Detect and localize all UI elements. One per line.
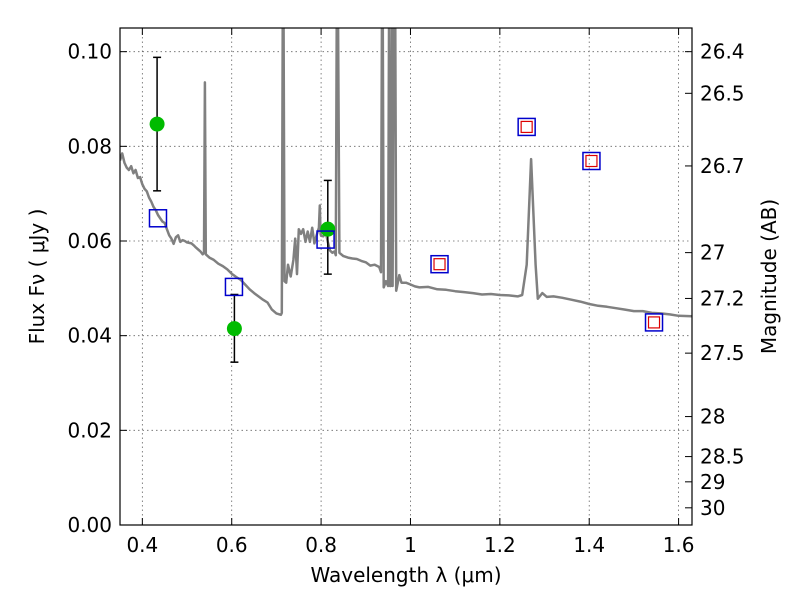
right-tick-label: 28 xyxy=(700,405,725,429)
x-tick-label: 0.6 xyxy=(216,533,248,557)
grid-lines xyxy=(120,28,692,526)
observed-point xyxy=(320,221,336,237)
x-tick-label: 0.8 xyxy=(305,533,337,557)
model-point xyxy=(224,277,244,297)
model-point-inner xyxy=(647,316,661,329)
model-point-inner xyxy=(520,120,533,134)
observed-point xyxy=(226,321,242,337)
y-tick-label: 0.04 xyxy=(67,324,112,348)
model-point xyxy=(148,209,168,228)
spectrum-line xyxy=(120,28,692,318)
x-tick-label: 1.6 xyxy=(663,533,695,557)
right-tick-label: 27 xyxy=(700,241,725,265)
data-points xyxy=(149,116,336,337)
plot-frame xyxy=(119,27,693,526)
spectrum-series xyxy=(120,28,692,318)
observed-point xyxy=(149,116,165,132)
model-point-inner xyxy=(433,258,446,271)
right-tick-label: 30 xyxy=(700,496,725,520)
x-tick-label: 1.4 xyxy=(573,533,605,557)
y-axis-label: Flux Fν ( μJy ) xyxy=(25,209,49,345)
axis-ticks: 0.4 0.6 0.8 1 1.2 1.4 1.6 0.00 0.02 0.04 0.06 0.08 0… xyxy=(67,28,745,557)
y-tick-label: 0.06 xyxy=(67,229,112,253)
x-axis-label: Wavelength λ (μm) xyxy=(310,563,501,587)
y-tick-label: 0.00 xyxy=(67,513,112,537)
model-point xyxy=(517,117,536,137)
x-tick-label: 1 xyxy=(404,533,417,557)
model-point xyxy=(644,313,664,332)
model-point-inner xyxy=(585,154,598,168)
x-tick-label: 1.2 xyxy=(484,533,516,557)
x-tick-label: 0.4 xyxy=(126,533,158,557)
right-axis-label: Magnitude (AB) xyxy=(757,199,781,354)
right-tick-label: 28.5 xyxy=(700,445,745,469)
right-tick-label: 27.2 xyxy=(700,286,745,310)
right-tick-label: 26.7 xyxy=(700,154,745,178)
error-bars xyxy=(153,56,332,363)
right-tick-label: 27.5 xyxy=(700,341,745,365)
y-tick-label: 0.10 xyxy=(67,40,112,64)
right-tick-label: 26.5 xyxy=(700,81,745,105)
y-tick-label: 0.02 xyxy=(67,418,112,442)
y-tick-label: 0.08 xyxy=(67,134,112,158)
model-point xyxy=(582,151,601,171)
model-points xyxy=(148,117,664,332)
right-tick-label: 29 xyxy=(700,470,725,494)
right-tick-label: 26.4 xyxy=(700,40,745,64)
model-point xyxy=(316,230,335,249)
model-point xyxy=(430,254,449,274)
